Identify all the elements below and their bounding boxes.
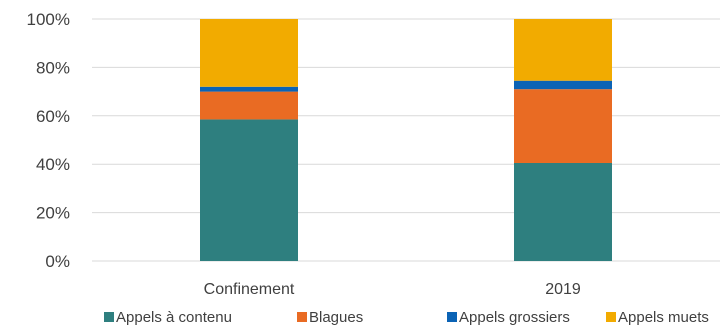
y-tick-label: 80%: [36, 58, 70, 77]
bar-segment: [200, 86, 298, 92]
x-category-label: Confinement: [204, 281, 295, 298]
legend-label: Appels à contenu: [116, 309, 232, 326]
legend-swatch: [104, 312, 114, 322]
legend: Appels à contenu Blagues Appels grossiers A…: [104, 309, 709, 326]
y-tick-label: 100%: [27, 10, 70, 29]
x-category-label: 2019: [545, 281, 581, 298]
legend-label: Appels muets: [618, 309, 709, 326]
bar-segment: [200, 91, 298, 120]
bar-segment: [514, 80, 612, 90]
y-tick-label: 60%: [36, 107, 70, 126]
bar-segment: [514, 162, 612, 261]
legend-label: Appels grossiers: [459, 309, 570, 326]
y-tick-label: 40%: [36, 155, 70, 174]
gridlines: [92, 18, 720, 262]
bars: [200, 19, 612, 262]
legend-swatch: [297, 312, 307, 322]
bar-segment: [514, 89, 612, 163]
y-tick-label: 0%: [45, 252, 70, 271]
legend-swatch: [606, 312, 616, 322]
bar-segment: [200, 119, 298, 262]
bar-segment: [200, 19, 298, 87]
legend-swatch: [447, 312, 457, 322]
bar-segment: [514, 19, 612, 81]
y-tick-label: 20%: [36, 204, 70, 223]
y-axis-tick-labels: 0% 20% 40% 60% 80% 100%: [27, 10, 70, 271]
x-axis-category-labels: Confinement 2019: [204, 281, 581, 298]
legend-label: Blagues: [309, 309, 363, 326]
